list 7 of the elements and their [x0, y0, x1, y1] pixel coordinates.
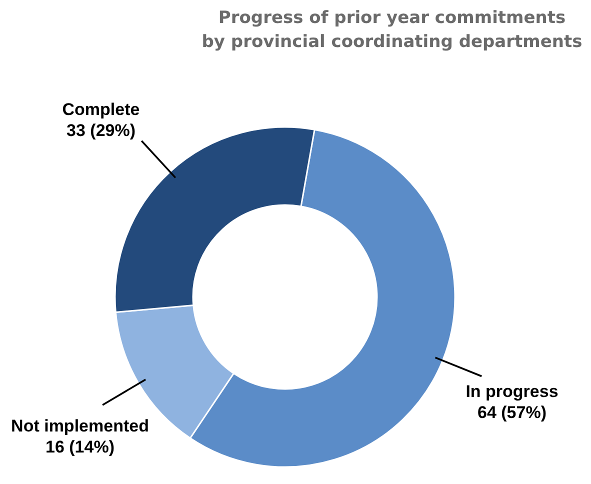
- slice-label: Not implemented: [11, 416, 149, 436]
- data-label: 16 (14%): [46, 437, 114, 456]
- data-label: 33 (29%): [66, 120, 136, 140]
- slice-label: In progress: [466, 382, 558, 401]
- data-label: 64 (57%): [478, 402, 546, 422]
- chart-title: Progress of prior year commitments by provincial coordinating departments: [202, 8, 582, 52]
- slice-label: Complete: [62, 100, 140, 119]
